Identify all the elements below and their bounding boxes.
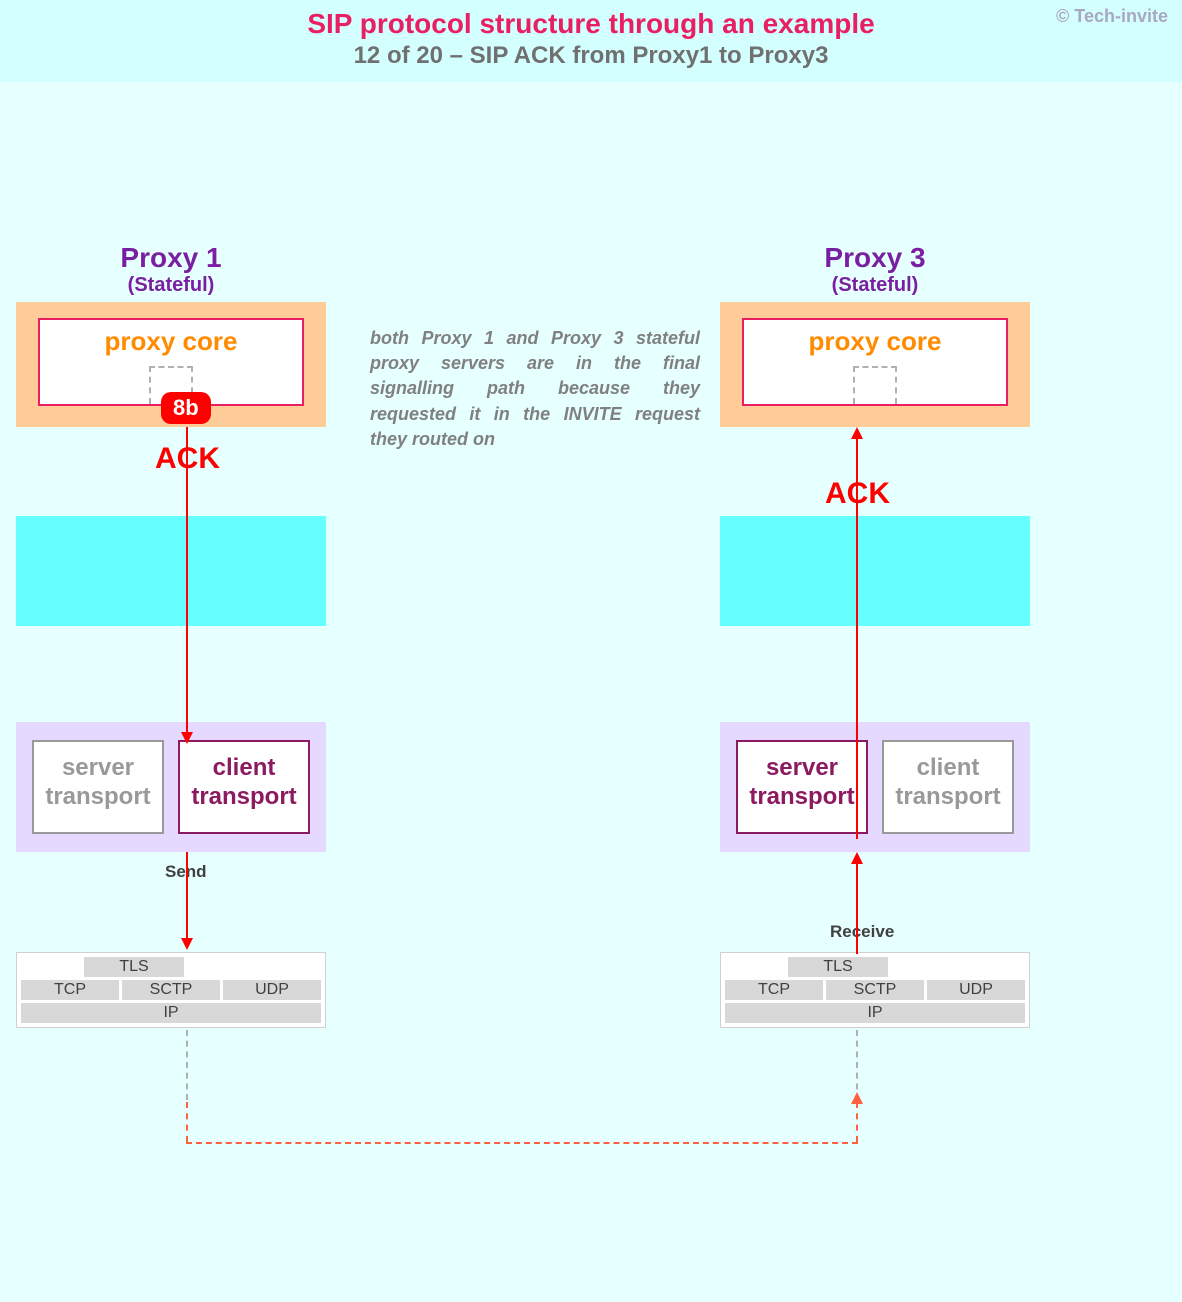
proxy3-core-stub (853, 366, 897, 404)
proxy1-cyan-box (16, 516, 326, 626)
proxy3-arrow2-head (851, 852, 863, 864)
spacer (725, 957, 785, 977)
proxy1-arrow2-line (186, 852, 188, 942)
header: SIP protocol structure through an exampl… (0, 0, 1182, 82)
proxy1-ip: IP (21, 1003, 321, 1023)
proxy3-arrow1-head (851, 427, 863, 439)
proxy1-server-transport-text: servertransport (34, 754, 162, 812)
proxy3-sctp: SCTP (826, 980, 924, 1000)
proxy1-sctp: SCTP (122, 980, 220, 1000)
proxy3-dashed-down (856, 1030, 858, 1100)
proxy1-arrow1-head (181, 732, 193, 744)
proxy1-protocol-stack: TLS TCP SCTP UDP IP (16, 952, 326, 1028)
proxy1-client-transport: clienttransport (178, 740, 310, 834)
proxy1-dashed-down (186, 1030, 188, 1100)
proxy3-protocol-stack: TLS TCP SCTP UDP IP (720, 952, 1030, 1028)
connector-left-v (186, 1102, 188, 1142)
proxy3-tls: TLS (788, 957, 888, 977)
proxy1-core-text: proxy core (105, 326, 238, 356)
proxy1-label: Proxy 1 (Stateful) (16, 242, 326, 297)
description-text: both Proxy 1 and Proxy 3 stateful proxy … (370, 326, 700, 452)
proxy1-arrow1-line (186, 427, 188, 737)
connector-h (186, 1142, 858, 1144)
proxy1-tls: TLS (84, 957, 184, 977)
proxy1-udp: UDP (223, 980, 321, 1000)
proxy1-client-transport-text: clienttransport (180, 754, 308, 812)
step-badge-8b: 8b (161, 392, 211, 424)
proxy3-arrow2-line (856, 864, 858, 954)
proxy3-udp: UDP (927, 980, 1025, 1000)
proxy3-name: Proxy 3 (720, 242, 1030, 274)
page-title: SIP protocol structure through an exampl… (0, 8, 1182, 40)
proxy3-core-inner: proxy core (742, 318, 1008, 406)
proxy3-receive-label: Receive (830, 922, 894, 942)
proxy3-server-transport: servertransport (736, 740, 868, 834)
proxy3-tcp: TCP (725, 980, 823, 1000)
proxy3-server-transport-text: servertransport (738, 754, 866, 812)
proxy1-transport-box: servertransport clienttransport (16, 722, 326, 852)
proxy1-arrow2-head (181, 938, 193, 950)
proxy3-client-transport: clienttransport (882, 740, 1014, 834)
proxy3-state: (Stateful) (720, 274, 1030, 297)
proxy3-transport-box: servertransport clienttransport (720, 722, 1030, 852)
page-subtitle: 12 of 20 – SIP ACK from Proxy1 to Proxy3 (0, 42, 1182, 70)
proxy3-label: Proxy 3 (Stateful) (720, 242, 1030, 297)
copyright-text: © Tech-invite (1056, 6, 1168, 27)
proxy3-client-transport-text: clienttransport (884, 754, 1012, 812)
spacer (21, 957, 81, 977)
proxy3-ip: IP (725, 1003, 1025, 1023)
proxy3-core-text: proxy core (809, 326, 942, 356)
proxy1-state: (Stateful) (16, 274, 326, 297)
connector-right-v (856, 1102, 858, 1142)
proxy3-cyan-box (720, 516, 1030, 626)
proxy1-name: Proxy 1 (16, 242, 326, 274)
proxy1-server-transport: servertransport (32, 740, 164, 834)
proxy1-tcp: TCP (21, 980, 119, 1000)
proxy3-arrow1-line (856, 439, 858, 839)
proxy3-core-box: proxy core (720, 302, 1030, 427)
connector-arrow-head (851, 1092, 863, 1104)
diagram-canvas: Proxy 1 (Stateful) proxy core 8b ACK ser… (0, 82, 1182, 1302)
